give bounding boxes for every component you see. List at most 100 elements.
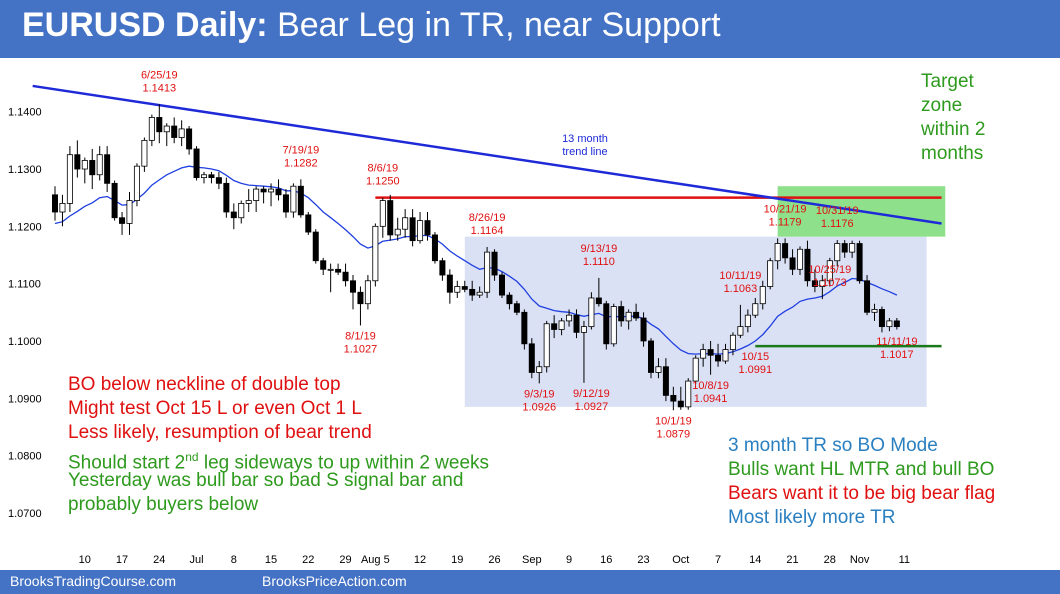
candle (528, 338, 535, 379)
candle (752, 297, 759, 319)
candle (223, 177, 230, 218)
candle (119, 212, 126, 235)
candle-body (811, 280, 818, 287)
candle (387, 194, 394, 241)
candle (379, 197, 386, 238)
candle-body (342, 271, 349, 282)
footer-link-left[interactable]: BrooksTradingCourse.com (10, 573, 176, 589)
candle-body (744, 314, 751, 328)
candle (461, 280, 468, 293)
x-tick-label: 26 (488, 554, 500, 566)
note-line: probably buyers below (68, 494, 259, 515)
candle (446, 269, 453, 304)
candle-body (498, 274, 505, 296)
price-annotation: 1.0926 (522, 401, 556, 413)
price-annotation: 10/11/19 (719, 270, 761, 282)
candle (409, 209, 416, 247)
candle (476, 286, 483, 298)
footer-link-right[interactable]: BrooksPriceAction.com (262, 573, 407, 589)
candle-body (491, 251, 498, 276)
price-annotation: 1.1282 (284, 157, 318, 169)
candle-body (320, 260, 327, 270)
candle (439, 257, 446, 281)
candle (655, 358, 662, 379)
y-tick-label: 1.1000 (8, 336, 42, 348)
candle-body (752, 303, 759, 316)
candle (89, 148, 96, 190)
candle-body (655, 366, 662, 373)
candle (96, 146, 103, 181)
price-annotation: 1.1063 (724, 283, 758, 295)
price-annotation: 6/25/19 (141, 69, 178, 81)
price-annotation: 1.1027 (344, 343, 378, 355)
candle-body (96, 154, 103, 176)
candle-body (759, 286, 766, 305)
candle (797, 246, 804, 276)
note-line: Might test Oct 15 L or even Oct 1 L (68, 398, 362, 419)
target-zone-text: Target zone within 2 months (921, 70, 985, 166)
candle-body (424, 220, 431, 236)
candle-body (841, 243, 848, 253)
price-annotation: 1.0879 (657, 428, 691, 440)
candle-body (297, 185, 304, 216)
candle-body (141, 139, 148, 167)
price-annotation: 9/12/19 (573, 388, 610, 400)
price-annotation: 10/15 (742, 351, 770, 363)
candle-body (461, 286, 468, 290)
candle-body (878, 309, 885, 328)
y-tick-label: 1.1300 (8, 164, 42, 176)
candle-body (580, 326, 587, 333)
candle (59, 194, 66, 227)
candle-body (819, 280, 826, 287)
candle (141, 137, 148, 172)
candle-body (446, 274, 453, 293)
candle (715, 343, 722, 367)
candle (610, 303, 617, 347)
price-annotation: 9/13/19 (580, 243, 617, 255)
candle-body (454, 286, 461, 293)
candle (558, 318, 565, 336)
candle-body (737, 326, 744, 336)
candle-body (208, 174, 215, 179)
candle (297, 179, 304, 218)
y-tick-label: 1.1400 (8, 107, 42, 119)
candle-body (305, 214, 312, 233)
price-annotation: 1.1413 (142, 82, 176, 94)
price-annotation: 1.1073 (813, 277, 847, 289)
candle (893, 318, 900, 330)
candle-body (871, 309, 878, 313)
price-annotation: 1.0941 (694, 393, 728, 405)
candle (372, 223, 379, 287)
x-tick-label: 19 (451, 554, 463, 566)
x-tick-label: 29 (339, 554, 351, 566)
candle-body (387, 200, 394, 236)
candle-body (260, 188, 267, 193)
x-tick-label: 7 (715, 554, 721, 566)
candle-body (588, 297, 595, 328)
candle (744, 309, 751, 333)
candle-body (826, 260, 833, 282)
footer-bar: BrooksTradingCourse.com BrooksPriceActio… (0, 570, 1060, 594)
candle-body (797, 248, 804, 270)
x-tick-label: 16 (600, 554, 612, 566)
candle (864, 275, 871, 316)
candle-body (528, 343, 535, 373)
x-tick-label: 12 (414, 554, 426, 566)
candle-body (163, 125, 170, 133)
candle-body (856, 243, 863, 282)
candle (700, 343, 707, 367)
candle (819, 275, 826, 300)
note-line: 3 month TR so BO Mode (728, 435, 938, 456)
candle-body (52, 194, 59, 213)
candle (253, 186, 260, 213)
candle-body (864, 280, 871, 313)
x-tick-label: 11 (899, 554, 910, 566)
candle (834, 240, 841, 267)
candle (312, 229, 319, 264)
candle-body (148, 117, 155, 141)
candle-body (767, 260, 774, 287)
candle (268, 183, 275, 207)
candle (178, 120, 185, 147)
candle (275, 179, 282, 201)
y-tick-label: 1.1200 (8, 221, 42, 233)
